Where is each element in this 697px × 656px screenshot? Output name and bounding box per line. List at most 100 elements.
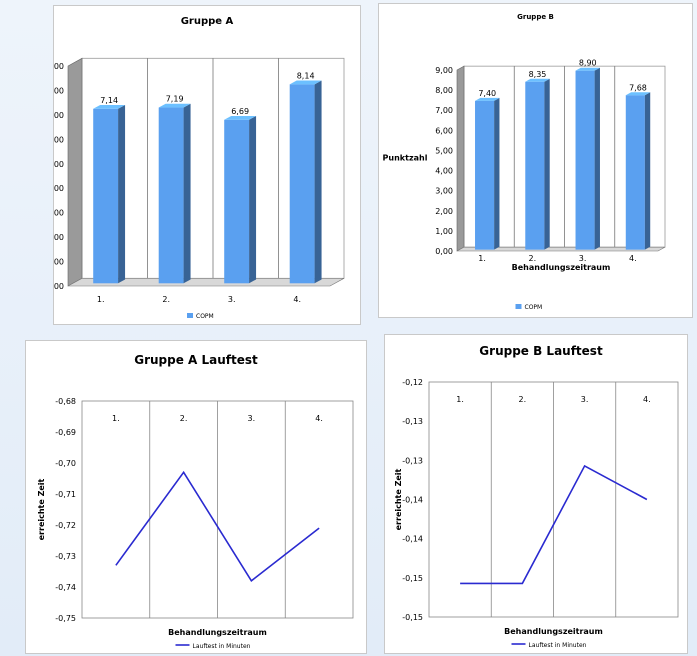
x-axis-label: Behandlungszeitraum <box>512 263 611 272</box>
x-tick-label: 4. <box>315 414 323 423</box>
y-tick-label: 5,00 <box>435 146 453 155</box>
chart-panel-gruppe-b: Gruppe B 0,00 1,00 2,00 3,00 4,00 5,00 6,00 7,00… <box>378 3 693 318</box>
y-axis-label: erreichte Zeit <box>37 478 46 540</box>
bar-side <box>644 92 651 250</box>
x-tick-label: 1. <box>97 295 105 304</box>
y-tick-label: -0,13 <box>402 456 423 465</box>
data-label: 7,19 <box>166 95 184 104</box>
bar-top <box>224 115 257 120</box>
bar-top <box>93 104 126 109</box>
y-tick-label: -0,72 <box>55 521 76 530</box>
bar <box>224 119 250 284</box>
x-tick-label: 3. <box>228 295 236 304</box>
y-tick-label: 6,00 <box>54 135 64 144</box>
x-tick-label: 3. <box>581 395 589 404</box>
plot-side-wall <box>67 57 83 287</box>
data-label: 7,14 <box>100 96 118 105</box>
y-tick-label: 2,00 <box>54 233 64 242</box>
y-tick-label: -0,74 <box>55 583 76 592</box>
bar-side <box>314 80 322 284</box>
bar-side <box>594 67 600 250</box>
chart-gruppe-b: Gruppe B 0,00 1,00 2,00 3,00 4,00 5,00 6,00 7,00… <box>383 13 666 311</box>
y-tick-label: -0,69 <box>55 428 76 437</box>
chart-title: Gruppe B <box>517 13 554 21</box>
y-tick-label: -0,15 <box>402 613 423 622</box>
bar-side <box>249 115 257 284</box>
bar <box>475 100 495 250</box>
bar-top <box>289 80 322 85</box>
x-tick-label: 2. <box>519 395 527 404</box>
x-tick-label: 1. <box>112 414 120 423</box>
bar-side <box>183 103 191 284</box>
chart-gruppe-a-lauftest: Gruppe A Lauftest 1. 2. 3. 4. -0,68 -0,69 -0,70… <box>37 353 354 650</box>
y-tick-label: 6,00 <box>435 126 453 135</box>
legend-label: Lauftest in Minuten <box>193 643 251 650</box>
data-label: 8,14 <box>297 71 315 80</box>
x-axis-label: Behandlungszeitraum <box>168 628 267 637</box>
bar-side <box>544 78 550 250</box>
y-tick-label: 1,00 <box>435 227 453 236</box>
y-axis-label: erreichte Zeit <box>394 468 403 530</box>
bar <box>625 95 645 250</box>
y-tick-label: -0,12 <box>402 378 423 387</box>
data-label: 8,90 <box>579 59 597 68</box>
y-tick-label: -0,71 <box>55 490 76 499</box>
y-tick-label: 7,00 <box>435 106 453 115</box>
bar-top <box>525 78 550 82</box>
chart-gruppe-b-lauftest: Gruppe B Lauftest 1. 2. 3. 4. -0,12 -0,13 -0,13… <box>394 344 679 649</box>
bar-top <box>625 92 651 96</box>
x-tick-label: 2. <box>180 414 188 423</box>
y-tick-label: 3,00 <box>435 187 453 196</box>
bar-side <box>494 97 500 250</box>
y-tick-label: -0,73 <box>55 552 76 561</box>
y-tick-label: 5,00 <box>54 160 64 169</box>
y-tick-label: 8,00 <box>435 86 453 95</box>
y-tick-label: 3,00 <box>54 209 64 218</box>
chart-title: Gruppe A <box>181 16 234 27</box>
plot-floor <box>67 277 345 287</box>
y-tick-label: 1,00 <box>54 258 64 267</box>
y-tick-label: 4,00 <box>435 167 453 176</box>
plot-floor <box>456 246 666 252</box>
data-label: 7,40 <box>478 89 496 98</box>
x-tick-label: 3. <box>579 254 587 263</box>
series-line <box>460 464 648 585</box>
x-tick-label: 4. <box>643 395 651 404</box>
data-label: 7,68 <box>629 83 647 92</box>
x-tick-label: 1. <box>478 254 486 263</box>
y-tick-label: 9,00 <box>54 62 64 71</box>
y-tick-label: -0,14 <box>402 496 423 505</box>
chart-panel-gruppe-b-lauftest: Gruppe B Lauftest 1. 2. 3. 4. -0,12 -0,13 -0,13… <box>384 334 688 654</box>
x-tick-label: 1. <box>456 395 464 404</box>
chart-panel-gruppe-a: Gruppe A 0,00 1,00 2,00 3,00 4,00 5,00 6,00 7,00… <box>53 5 361 325</box>
plot-side-wall <box>456 65 465 252</box>
y-tick-label: 2,00 <box>435 207 453 216</box>
x-tick-label: 2. <box>529 254 537 263</box>
y-tick-label: 9,00 <box>435 66 453 75</box>
chart-title: Gruppe A Lauftest <box>134 353 258 367</box>
bar-top <box>158 103 191 108</box>
y-tick-label: -0,68 <box>55 397 76 406</box>
bar-top <box>475 97 500 101</box>
data-label: 8,35 <box>529 70 547 79</box>
y-tick-label: -0,14 <box>402 535 423 544</box>
bar-side <box>118 104 126 284</box>
series-line <box>115 470 320 582</box>
legend-label: COPM <box>196 313 214 320</box>
y-tick-label: -0,15 <box>402 574 423 583</box>
y-tick-label: 8,00 <box>54 86 64 95</box>
bar <box>525 81 545 250</box>
y-tick-label: -0,70 <box>55 459 76 468</box>
y-axis-label: Punktzahl <box>383 154 428 163</box>
chart-panel-gruppe-a-lauftest: Gruppe A Lauftest 1. 2. 3. 4. -0,68 -0,69 -0,70… <box>25 340 367 654</box>
y-tick-label: -0,75 <box>55 614 76 623</box>
x-tick-label: 4. <box>293 295 301 304</box>
bar <box>158 107 184 284</box>
x-tick-label: 4. <box>629 254 637 263</box>
legend-label: Lauftest in Minuten <box>529 642 587 649</box>
y-tick-label: 0,00 <box>435 247 453 256</box>
bar <box>575 70 595 250</box>
chart-title: Gruppe B Lauftest <box>479 344 603 358</box>
y-tick-label: 7,00 <box>54 111 64 120</box>
bar-top <box>575 67 600 71</box>
